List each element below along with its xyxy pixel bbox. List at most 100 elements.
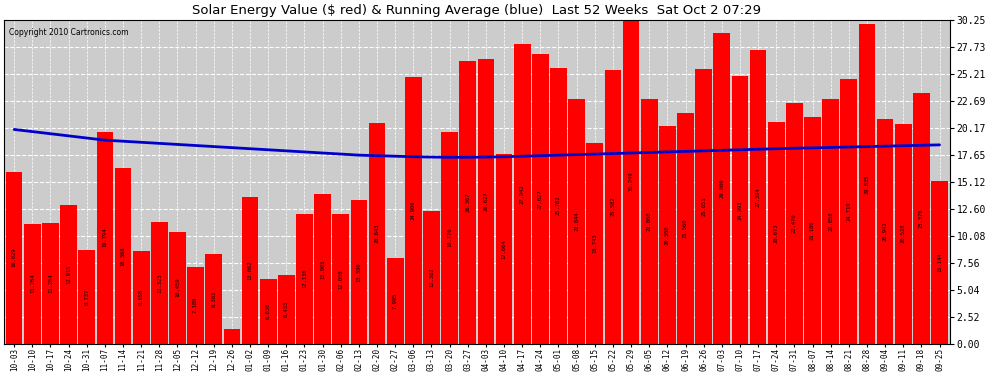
Bar	[786, 103, 803, 344]
Bar	[459, 61, 476, 344]
Bar	[623, 20, 640, 344]
Text: 7.189: 7.189	[193, 297, 198, 313]
Bar	[695, 69, 712, 344]
Bar	[823, 99, 839, 344]
Text: 20.672: 20.672	[774, 223, 779, 243]
Bar	[496, 154, 513, 344]
Bar	[387, 258, 404, 344]
Text: 25.782: 25.782	[556, 196, 561, 215]
Text: 23.376: 23.376	[919, 209, 924, 228]
Text: 13.390: 13.390	[356, 262, 361, 282]
Text: 24.906: 24.906	[411, 201, 416, 220]
Bar	[677, 113, 694, 344]
Bar	[169, 232, 186, 344]
Text: 16.029: 16.029	[12, 248, 17, 267]
Bar	[586, 143, 603, 344]
Bar	[96, 132, 113, 344]
Bar	[242, 197, 258, 344]
Text: 12.130: 12.130	[302, 269, 307, 288]
Text: 18.743: 18.743	[592, 234, 597, 253]
Text: 22.470: 22.470	[792, 213, 797, 233]
Bar	[405, 77, 422, 344]
Bar	[296, 214, 313, 344]
Text: 12.080: 12.080	[339, 269, 344, 289]
Bar	[278, 274, 295, 344]
Text: 13.965: 13.965	[320, 259, 325, 279]
Bar	[659, 126, 676, 344]
Text: 7.995: 7.995	[393, 292, 398, 309]
Bar	[43, 223, 58, 344]
Text: 11.284: 11.284	[48, 273, 52, 293]
Text: 19.776: 19.776	[447, 228, 452, 248]
Bar	[333, 214, 349, 344]
Text: 21.560: 21.560	[683, 218, 688, 238]
Bar	[368, 123, 385, 344]
Text: 26.367: 26.367	[465, 193, 470, 212]
Bar	[895, 124, 912, 344]
Text: 8.737: 8.737	[84, 289, 89, 305]
Bar	[442, 132, 458, 344]
Bar	[350, 200, 367, 344]
Text: 20.528: 20.528	[901, 224, 906, 243]
Bar	[749, 50, 766, 344]
Bar	[841, 79, 857, 344]
Text: 22.858: 22.858	[829, 211, 834, 231]
Bar	[550, 68, 567, 344]
Text: 20.300: 20.300	[665, 225, 670, 245]
Bar	[24, 224, 41, 344]
Text: 29.000: 29.000	[720, 178, 725, 198]
Bar	[314, 194, 331, 344]
Bar	[532, 54, 548, 344]
Bar	[115, 168, 132, 344]
Text: 11.204: 11.204	[30, 274, 35, 293]
Bar	[224, 329, 241, 344]
Bar	[768, 122, 785, 344]
Bar	[858, 24, 875, 344]
Text: 6.030: 6.030	[265, 303, 270, 320]
Text: 26.627: 26.627	[483, 191, 488, 211]
Text: 12.382: 12.382	[429, 267, 434, 287]
Text: 6.433: 6.433	[284, 301, 289, 317]
Bar	[913, 93, 930, 344]
Text: 27.942: 27.942	[520, 184, 525, 204]
Bar	[804, 117, 821, 344]
Text: 15.144: 15.144	[937, 253, 942, 272]
Text: 16.368: 16.368	[121, 246, 126, 266]
Text: 8.383: 8.383	[211, 291, 216, 307]
Text: 8.658: 8.658	[139, 289, 144, 305]
Bar	[732, 76, 748, 344]
Bar	[78, 250, 95, 344]
Text: 25.582: 25.582	[611, 197, 616, 216]
Text: 22.844: 22.844	[574, 211, 579, 231]
Bar	[187, 267, 204, 344]
Bar	[205, 254, 222, 344]
Bar	[714, 33, 731, 344]
Bar	[641, 99, 657, 344]
Text: 13.662: 13.662	[248, 261, 252, 280]
Bar	[60, 205, 77, 344]
Bar	[605, 70, 622, 344]
Text: 30.249: 30.249	[629, 172, 634, 191]
Text: 27.394: 27.394	[755, 187, 760, 207]
Bar	[259, 279, 276, 344]
Text: 24.993: 24.993	[738, 200, 742, 219]
Text: 12.915: 12.915	[66, 265, 71, 284]
Text: 17.664: 17.664	[502, 239, 507, 259]
Bar	[6, 172, 23, 344]
Text: Copyright 2010 Cartronics.com: Copyright 2010 Cartronics.com	[9, 28, 129, 37]
Bar	[932, 182, 947, 344]
Text: 10.459: 10.459	[175, 278, 180, 297]
Text: 20.643: 20.643	[374, 223, 379, 243]
Text: 27.027: 27.027	[538, 189, 543, 209]
Text: 24.719: 24.719	[846, 201, 851, 221]
Bar	[477, 58, 494, 344]
Bar	[150, 222, 167, 344]
Title: Solar Energy Value ($ red) & Running Average (blue)  Last 52 Weeks  Sat Oct 2 07: Solar Energy Value ($ red) & Running Ave…	[192, 4, 761, 17]
Text: 25.651: 25.651	[701, 196, 706, 216]
Text: 22.800: 22.800	[646, 212, 651, 231]
Text: 20.941: 20.941	[883, 222, 888, 241]
Text: 21.180: 21.180	[810, 220, 815, 240]
Bar	[877, 119, 893, 344]
Text: 29.835: 29.835	[864, 174, 869, 194]
Text: 19.794: 19.794	[102, 228, 107, 248]
